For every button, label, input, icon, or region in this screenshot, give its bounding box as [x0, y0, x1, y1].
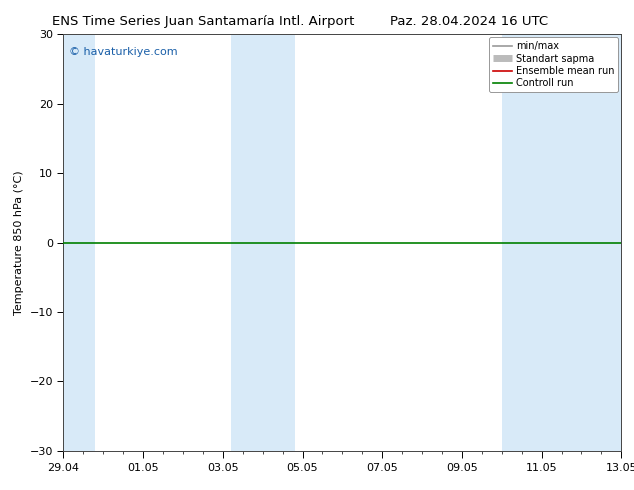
Bar [231, 34, 295, 451]
Text: © havaturkiye.com: © havaturkiye.com [69, 47, 178, 57]
Bar [501, 34, 621, 451]
Text: ENS Time Series Juan Santamaría Intl. Airport: ENS Time Series Juan Santamaría Intl. Ai… [52, 15, 354, 28]
Text: Paz. 28.04.2024 16 UTC: Paz. 28.04.2024 16 UTC [390, 15, 548, 28]
Legend: min/max, Standart sapma, Ensemble mean run, Controll run: min/max, Standart sapma, Ensemble mean r… [489, 37, 618, 92]
Bar [63, 34, 95, 451]
Y-axis label: Temperature 850 hPa (°C): Temperature 850 hPa (°C) [14, 170, 24, 315]
